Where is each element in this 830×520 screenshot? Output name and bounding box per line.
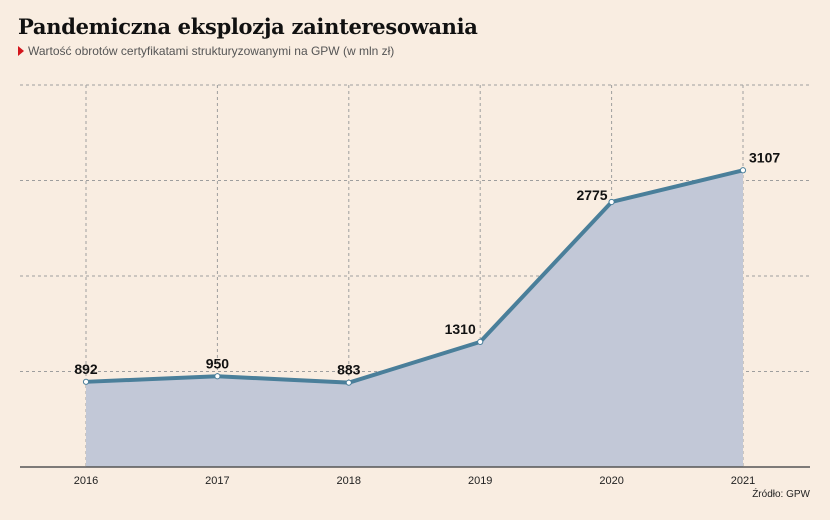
data-point (477, 338, 484, 345)
series-line (85, 168, 744, 385)
chart-subtitle: Wartość obrotów certyfikatami strukturyz… (18, 44, 394, 58)
x-tick-label: 2017 (205, 475, 229, 487)
data-point (82, 378, 90, 385)
data-label: 950 (206, 355, 230, 371)
triangle-marker-icon (18, 46, 24, 56)
data-label: 892 (74, 361, 98, 377)
data-point (214, 373, 221, 380)
x-tick-label: 2018 (337, 475, 361, 487)
area-fill (86, 170, 743, 467)
data-point (345, 379, 352, 386)
data-label: 1310 (445, 321, 476, 337)
x-axis-ticks: 2016 2017 2018 2019 2020 2021 (74, 475, 755, 487)
x-tick-label: 2020 (599, 475, 623, 487)
data-label: 2775 (576, 187, 607, 203)
x-tick-label: 2016 (74, 475, 98, 487)
x-tick-label: 2019 (468, 475, 492, 487)
source-note: Źródło: GPW (752, 489, 810, 500)
data-labels: 892 950 883 1310 2775 3107 (74, 149, 780, 377)
data-label: 3107 (749, 149, 780, 165)
data-label: 883 (337, 362, 361, 378)
data-point (739, 167, 747, 174)
chart-title: Pandemiczna eksplozja zainteresowania (18, 14, 478, 39)
chart-subtitle-text: Wartość obrotów certyfikatami strukturyz… (28, 44, 395, 58)
data-point (608, 198, 615, 206)
data-points (82, 167, 747, 386)
x-tick-label: 2021 (731, 475, 755, 487)
